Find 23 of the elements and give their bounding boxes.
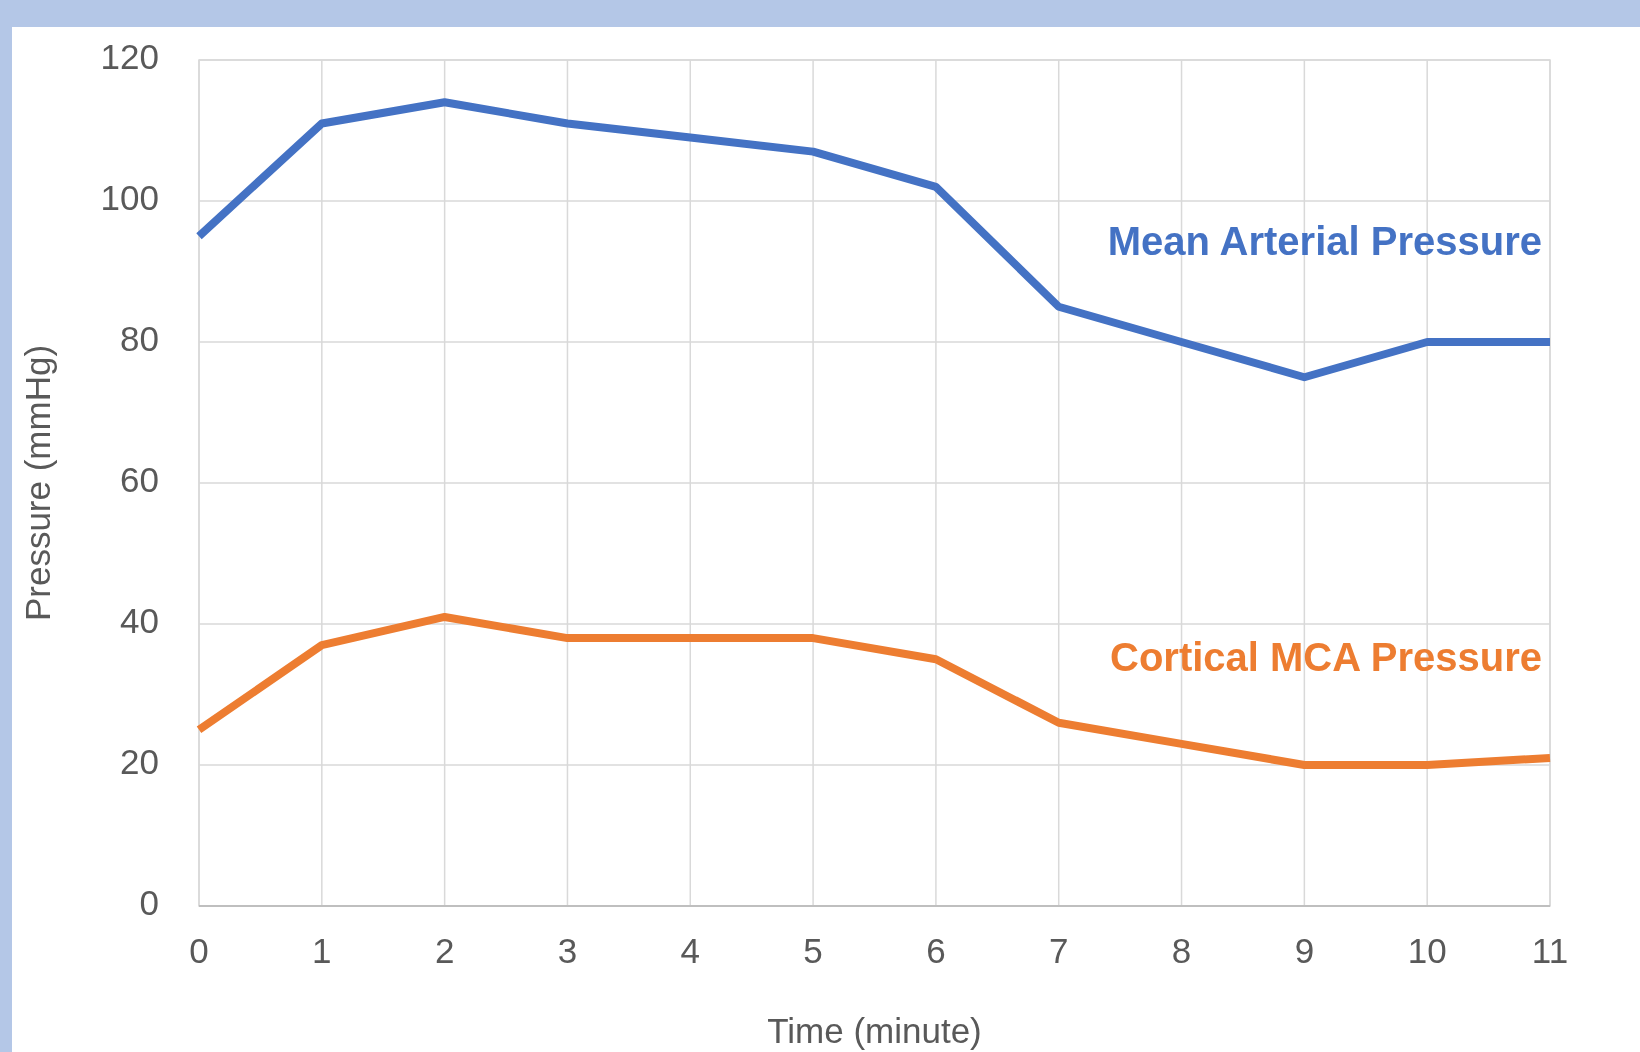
x-tick-label: 6 — [926, 931, 946, 970]
x-axis-title: Time (minute) — [767, 1011, 982, 1050]
y-tick-label: 80 — [120, 319, 159, 359]
x-tick-label: 2 — [434, 931, 455, 970]
x-tick-label: 3 — [557, 931, 578, 970]
y-tick-label: 0 — [139, 883, 159, 923]
x-tick-label: 5 — [803, 931, 823, 970]
x-tick-label: 1 — [312, 931, 332, 970]
x-tick-label: 8 — [1171, 931, 1192, 970]
y-axis-title: Pressure (mmHg) — [18, 344, 57, 622]
y-tick-label: 20 — [120, 742, 159, 782]
x-tick-label: 4 — [680, 931, 701, 970]
x-tick-label: 0 — [189, 931, 209, 970]
series-label: Cortical MCA Pressure — [1110, 634, 1542, 679]
x-tick-label: 10 — [1407, 931, 1447, 970]
y-tick-label: 40 — [120, 601, 159, 641]
x-tick-label: 11 — [1531, 931, 1569, 970]
y-tick-label: 100 — [100, 178, 159, 218]
x-tick-label: 7 — [1048, 931, 1069, 970]
series-label: Mean Arterial Pressure — [1107, 218, 1542, 263]
y-tick-label: 120 — [100, 37, 159, 77]
x-tick-label: 9 — [1294, 931, 1315, 970]
y-tick-label: 60 — [120, 460, 159, 500]
